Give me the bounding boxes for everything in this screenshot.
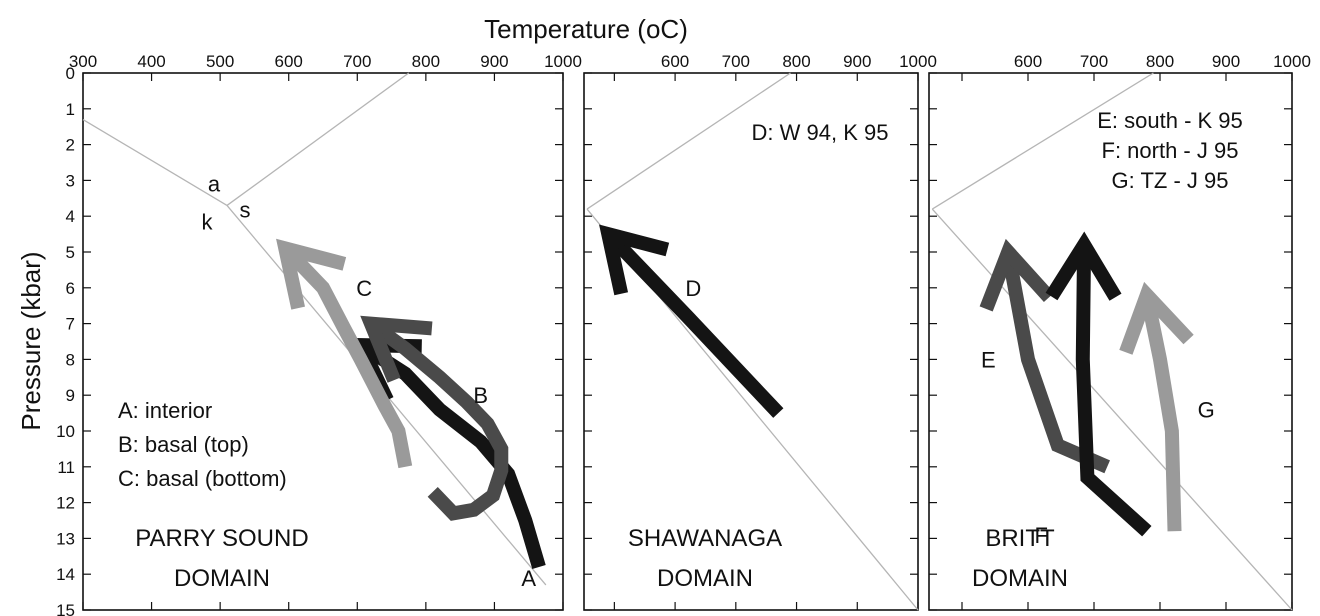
x-tick-label: 900 <box>843 52 871 71</box>
x-axis-title: Temperature (oC) <box>484 14 688 44</box>
y-tick-label: 4 <box>66 207 75 226</box>
series-A-label: A <box>521 566 536 591</box>
y-tick-label: 14 <box>56 565 75 584</box>
legend-entry: G: TZ - J 95 <box>1112 168 1229 193</box>
x-tick-label: 700 <box>343 52 371 71</box>
y-axis-title: Pressure (kbar) <box>16 251 46 430</box>
series-E-arrowhead <box>979 238 1055 312</box>
series-G-path <box>1139 293 1182 532</box>
y-tick-label: 12 <box>56 494 75 513</box>
domain-label: BRITT <box>985 525 1055 552</box>
y-tick-label: 5 <box>66 243 75 262</box>
legend-entry: C: basal (bottom) <box>118 466 287 491</box>
x-tick-label: 800 <box>412 52 440 71</box>
x-tick-label: 1000 <box>899 52 937 71</box>
y-tick-label: 2 <box>66 136 75 155</box>
triple-point-label-a: a <box>208 171 221 196</box>
series-F-label: F <box>1034 523 1047 548</box>
series-B-label: B <box>473 383 488 408</box>
domain-label: DOMAIN <box>657 565 753 592</box>
y-tick-label: 11 <box>57 458 75 477</box>
x-tick-label: 800 <box>1146 52 1174 71</box>
x-tick-label: 700 <box>722 52 750 71</box>
y-tick-label: 0 <box>66 64 75 83</box>
domain-label: DOMAIN <box>972 565 1068 592</box>
x-tick-label: 1000 <box>1273 52 1311 71</box>
triple-point-label-s: s <box>240 197 251 222</box>
legend-entry: B: basal (top) <box>118 432 249 457</box>
x-tick-label: 600 <box>661 52 689 71</box>
x-tick-label: 700 <box>1080 52 1108 71</box>
series-A-path <box>356 339 546 570</box>
legend-entry: E: south - K 95 <box>1097 108 1243 133</box>
y-tick-label: 9 <box>66 386 75 405</box>
panel-frame <box>82 72 564 611</box>
reaction-line <box>586 72 791 210</box>
series-D-path <box>603 229 784 418</box>
x-tick-label: 600 <box>1014 52 1042 71</box>
reaction-line <box>931 72 1154 210</box>
domain-label: SHAWANAGA <box>628 525 782 552</box>
panel-3: 600 700 800 900 1000 E F G E: south - K 95 F: nor… <box>928 52 1311 611</box>
series-B-path <box>366 317 509 521</box>
y-tick-label: 1 <box>66 100 75 119</box>
y-tick-label: 6 <box>66 279 75 298</box>
legend-entry: D: W 94, K 95 <box>752 120 889 145</box>
x-tick-label: 500 <box>206 52 234 71</box>
series-F-path <box>1075 244 1152 537</box>
panel-frame <box>928 72 1293 611</box>
y-tick-label: 7 <box>66 315 75 334</box>
domain-label: DOMAIN <box>174 565 270 592</box>
x-tick-label: 900 <box>480 52 508 71</box>
y-tick-label: 10 <box>56 422 75 441</box>
panel-2: 600 700 800 900 1000 D D: W 94, K 95 SHAWANAGA D… <box>583 52 937 611</box>
panel-1: 300 400 500 600 700 800 900 1000012345678910111… <box>56 52 582 616</box>
legend-entry: A: interior <box>118 398 212 423</box>
x-tick-label: 900 <box>1212 52 1240 71</box>
series-C-arrowhead <box>276 238 347 310</box>
series-B-arrowhead <box>360 315 433 383</box>
series-C-path <box>280 243 413 469</box>
x-tick-label: 1000 <box>544 52 582 71</box>
series-E-label: E <box>981 347 996 372</box>
y-tick-label: 13 <box>56 529 75 548</box>
x-tick-label: 400 <box>137 52 165 71</box>
reaction-line <box>82 118 228 207</box>
y-tick-label: 15 <box>56 601 75 616</box>
x-tick-label: 800 <box>782 52 810 71</box>
legend-entry: F: north - J 95 <box>1102 138 1239 163</box>
series-D-arrowhead <box>599 224 670 296</box>
panels-group: 300 400 500 600 700 800 900 1000012345678910111… <box>56 52 1311 616</box>
triple-point-label-k: k <box>202 209 214 234</box>
x-tick-label: 300 <box>69 52 97 71</box>
series-G-label: G <box>1198 398 1215 423</box>
domain-label: PARRY SOUND <box>135 525 308 552</box>
series-D-label: D <box>685 276 701 301</box>
y-tick-label: 3 <box>66 171 75 190</box>
series-G-arrowhead <box>1119 281 1194 355</box>
series-F-arrowhead <box>1045 231 1122 301</box>
x-tick-label: 600 <box>275 52 303 71</box>
panel-frame <box>583 72 919 611</box>
y-tick-label: 8 <box>66 350 75 369</box>
series-C-label: C <box>356 276 372 301</box>
reaction-line <box>226 72 410 206</box>
